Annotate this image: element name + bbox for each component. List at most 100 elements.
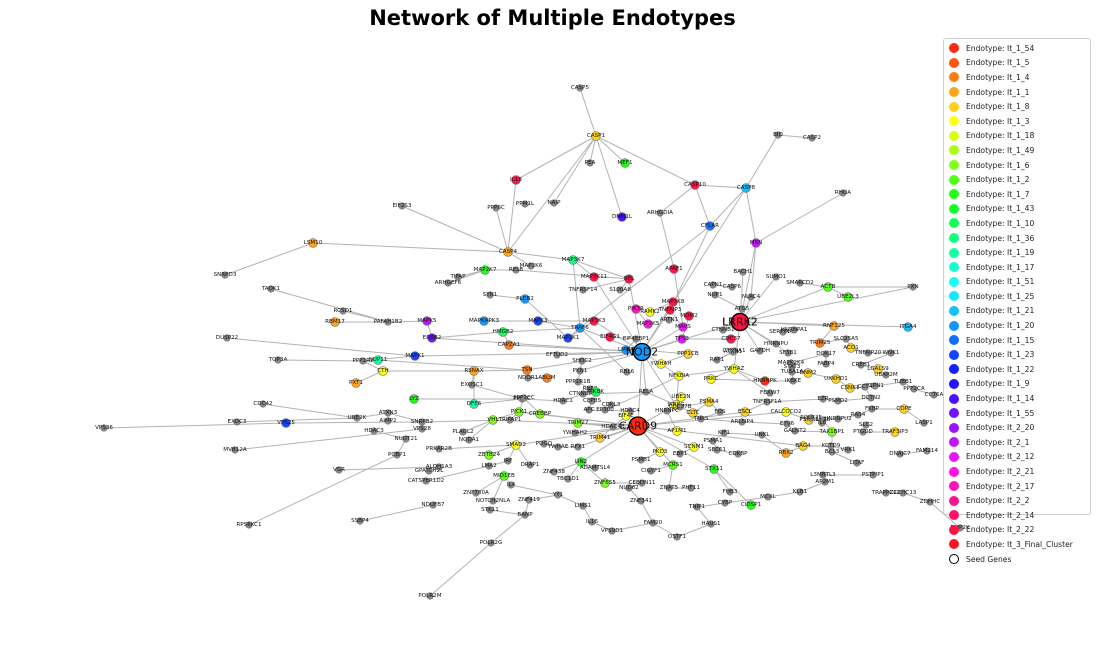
node: VPS36 — [95, 424, 113, 432]
legend-entry: Endotype: It_1_14 — [949, 391, 1090, 406]
node: TOP3A — [268, 356, 287, 364]
node: SSBP4 — [351, 517, 369, 525]
edge — [723, 432, 763, 436]
node-circle — [637, 497, 645, 505]
edge — [355, 370, 384, 384]
legend-swatch — [949, 335, 959, 346]
edge — [659, 212, 675, 270]
edge — [447, 269, 486, 284]
node: MCXL — [760, 493, 777, 501]
legend-entry: Endotype: It_2_20 — [949, 420, 1090, 435]
edge — [899, 450, 928, 455]
node-label: NDOR1 — [518, 375, 539, 381]
node-label: SMAD2 — [506, 442, 526, 448]
edge — [580, 425, 639, 463]
edge — [714, 294, 743, 310]
node-label: YWHAE — [547, 444, 569, 450]
edge — [591, 521, 613, 532]
node-label: DCTN2 — [861, 395, 880, 401]
legend-label: Endotype: It_1_20 — [966, 321, 1035, 331]
node-circle — [465, 436, 473, 444]
legend: Endotype: It_1_54 Endotype: It_1_5 Endotyp… — [943, 38, 1091, 565]
node-circle — [781, 407, 791, 417]
legend-swatch — [949, 174, 959, 185]
node: TNFRSF14 — [568, 286, 598, 294]
node-label: POGO — [536, 441, 553, 447]
edge — [669, 225, 711, 311]
node-circle — [763, 398, 771, 406]
edge — [507, 179, 517, 253]
node: S100A8 — [609, 286, 631, 294]
node-label: CARD9 — [619, 420, 657, 433]
node-circle — [822, 360, 830, 368]
node-circle — [781, 448, 791, 458]
edge — [557, 494, 584, 507]
node-label: PPP6C — [487, 205, 505, 211]
node-label: TAX1BP1 — [819, 429, 845, 435]
legend-label: Endotype: It_1_6 — [966, 160, 1030, 170]
legend-entry: Endotype: It_1_43 — [949, 202, 1090, 217]
edge — [582, 278, 630, 291]
node-circle — [926, 498, 934, 506]
node-label: TIFAP — [450, 274, 467, 280]
node: PPP1CC — [513, 394, 535, 402]
node: COPE — [896, 404, 912, 414]
legend-entry: Endotype: It_1_23 — [949, 347, 1090, 362]
node-label: CTH — [377, 368, 389, 374]
node-circle — [632, 335, 640, 343]
node: PAFAH1B2 — [374, 318, 402, 326]
legend-swatch — [949, 218, 959, 229]
legend-swatch — [949, 539, 959, 550]
node-circle — [843, 292, 853, 302]
node-label: OSTF1 — [668, 534, 687, 540]
node-circle — [608, 527, 616, 535]
node: UBE2L3 — [837, 292, 859, 302]
node-label: ADAMTSL4 — [580, 465, 611, 471]
node-circle — [535, 409, 545, 419]
edge — [431, 331, 504, 339]
node-label: SEC61 — [708, 447, 727, 453]
edge — [595, 135, 623, 218]
edge — [377, 359, 528, 371]
node: AIMP2 — [379, 417, 397, 425]
node-label: NUD62 — [619, 485, 639, 491]
legend-entry: Endotype: It_1_25 — [949, 289, 1090, 304]
node-circle — [281, 418, 291, 428]
node-label: MAP3K8 — [662, 299, 685, 305]
legend-label: Seed Genes — [966, 554, 1012, 564]
node-circle — [621, 345, 631, 355]
node-label: CYBP — [718, 500, 733, 506]
node-label: UBAP2M — [874, 372, 898, 378]
node-label: TNFRSF14 — [568, 287, 598, 293]
node-label: MAP2K5 — [637, 321, 660, 327]
node: PRKC — [704, 374, 718, 384]
node-circle — [488, 415, 498, 425]
node-label: MAP2K7 — [474, 267, 497, 273]
node-label: DRAP1 — [521, 462, 540, 468]
node-circle — [486, 291, 494, 299]
node-circle — [697, 415, 705, 423]
node-circle — [514, 407, 524, 417]
legend-swatch — [949, 437, 959, 448]
node: ADAMTSL4 — [580, 464, 611, 472]
edge — [515, 269, 630, 280]
node-circle — [521, 511, 529, 519]
legend-swatch — [949, 378, 959, 389]
node-circle — [308, 238, 318, 248]
node: PCBP1 — [388, 451, 406, 459]
legend-swatch — [949, 510, 959, 521]
node: CDKBP — [728, 450, 748, 458]
node-circle — [738, 305, 746, 313]
edge — [226, 337, 416, 357]
node: SUMO1 — [766, 273, 787, 281]
node-circle — [504, 340, 514, 350]
node: HDAC3 — [364, 427, 384, 435]
node: LYZ — [409, 394, 419, 404]
legend-label: Endotype: It_1_23 — [966, 350, 1035, 360]
node-circle — [472, 489, 480, 497]
node-label: TRIPAP1 — [498, 417, 522, 423]
node-label: CDC42 — [253, 401, 272, 407]
node-label: PKN1 — [573, 368, 588, 374]
node-label: S100A8 — [609, 287, 631, 293]
node-label: AIMP2 — [379, 418, 396, 424]
